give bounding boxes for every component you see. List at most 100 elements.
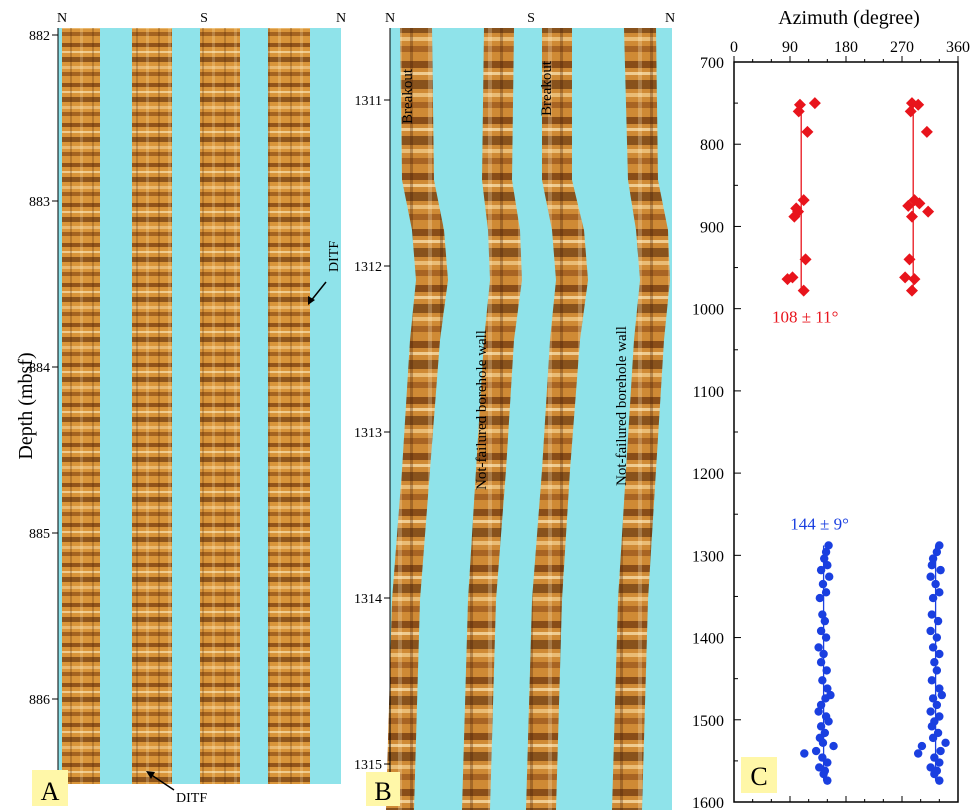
series-2-point-8 xyxy=(905,210,918,223)
panel-b-depth-tick-label-1313: 1313 xyxy=(354,426,382,441)
series-3-point-10 xyxy=(818,610,827,619)
series-3-point-11 xyxy=(820,616,830,626)
panel-a-depth-tick-label-882: 882 xyxy=(29,29,50,44)
series-1-point-3 xyxy=(792,105,805,118)
ditf-arrowhead-lower xyxy=(146,771,155,779)
series-2 xyxy=(899,97,935,297)
series-4-point-3 xyxy=(928,554,938,563)
series-3-point-8 xyxy=(821,588,831,597)
series-4-point-16 xyxy=(930,658,939,667)
series-4-point-20 xyxy=(937,690,947,700)
not-failured-label-2: Not-failured borehole wall xyxy=(614,326,630,486)
series-4-point-8 xyxy=(935,588,944,597)
panel-a-strip-3 xyxy=(200,28,240,784)
series-3-point-13 xyxy=(821,633,831,642)
series-4-point-30 xyxy=(917,741,927,751)
series-4-point-23 xyxy=(926,707,935,716)
series-3-point-6 xyxy=(825,572,834,581)
panel-a-depth-tick-label-886: 886 xyxy=(29,693,50,708)
breakout-label-1: Breakout xyxy=(400,68,416,124)
panel-c-letter-box xyxy=(741,757,777,793)
series-2-point-2 xyxy=(912,98,925,111)
series-3-point-15 xyxy=(819,649,828,659)
series-4-point-7 xyxy=(931,579,940,589)
series-1: 108 ± 11° xyxy=(772,97,838,327)
panel-b-letter: B xyxy=(374,777,391,806)
series-3-point-29 xyxy=(818,738,828,747)
data-series: 108 ± 11° 144 ± 9° xyxy=(772,97,950,785)
series-4 xyxy=(913,541,950,785)
panel-b-compass-s: S xyxy=(527,11,535,26)
series-3-point-7 xyxy=(818,579,828,589)
series-3-point-2 xyxy=(821,547,831,557)
panel-a-strip-1 xyxy=(62,28,100,784)
series-3-point-31 xyxy=(811,746,821,756)
ditf-arrow-lower xyxy=(149,773,175,791)
panel-c-letter: C xyxy=(750,762,767,791)
series-4-point-31 xyxy=(936,746,945,756)
y-tick-label-1300: 1300 xyxy=(692,548,724,565)
series-4-point-11 xyxy=(933,616,943,626)
series-3-point-17 xyxy=(822,666,831,675)
y-tick-label-1200: 1200 xyxy=(692,466,724,483)
series-3-point-9 xyxy=(815,593,825,603)
x-tick-label-0: 0 xyxy=(730,39,738,56)
series-3-point-14 xyxy=(814,643,823,652)
series-2-point-6 xyxy=(902,199,915,212)
series-4-point-6 xyxy=(926,572,935,581)
series-3-point-23 xyxy=(814,707,823,716)
series-4-point-12 xyxy=(926,626,935,636)
series-4-point-19 xyxy=(935,684,944,693)
series-3-point-4 xyxy=(823,561,832,570)
series-4-point-14 xyxy=(928,643,938,652)
y-tick-label-1500: 1500 xyxy=(692,713,724,730)
series-4-point-29 xyxy=(941,738,950,747)
series-3-point-5 xyxy=(816,565,826,575)
ditf-arrowhead-upper xyxy=(308,296,315,305)
series-3-point-1 xyxy=(824,541,833,550)
series-3-point-12 xyxy=(816,626,826,636)
panel-a-depth-tick-label-885: 885 xyxy=(29,527,50,542)
series-4-point-15 xyxy=(935,649,944,659)
series-4-point-26 xyxy=(927,722,937,731)
panel-b-strip-2 xyxy=(462,28,522,810)
panel-b-strip-4 xyxy=(612,28,670,810)
panel-b-strip-1 xyxy=(386,28,448,810)
panel-b-depth-tick-label-1312: 1312 xyxy=(354,260,382,275)
series-1-point-12 xyxy=(797,284,810,297)
y-tick-label-1000: 1000 xyxy=(692,302,724,319)
y-tick-label-1600: 1600 xyxy=(692,795,724,810)
panel-a-compass-n-left: N xyxy=(57,11,67,26)
series-3-point-26 xyxy=(816,722,826,731)
series-4-point-10 xyxy=(927,610,937,619)
series-3-point-30 xyxy=(829,741,838,751)
series-1-point-8 xyxy=(792,205,805,218)
panel-b-compass-n-left: N xyxy=(385,11,395,26)
series-4-point-38 xyxy=(935,776,944,785)
panel-b-depth-tick-label-1311: 1311 xyxy=(355,94,382,109)
series-4-point-34 xyxy=(935,758,944,767)
series-4-point-9 xyxy=(928,593,938,603)
series-3-point-32 xyxy=(800,749,809,758)
ditf-label-upper: DITF xyxy=(327,241,342,272)
series-3-point-37 xyxy=(819,769,828,779)
y-tick-label-1400: 1400 xyxy=(692,631,724,648)
series-4-point-4 xyxy=(927,561,937,570)
y-tick-label-800: 800 xyxy=(700,137,724,154)
series-2-point-9 xyxy=(922,205,935,218)
ditf-arrow-upper xyxy=(309,281,327,303)
x-tick-label-180: 180 xyxy=(834,39,858,56)
panel-a-compass-n-right: N xyxy=(336,11,346,26)
x-tick-label-360: 360 xyxy=(946,39,970,56)
series-4-point-1 xyxy=(935,541,944,550)
ditf-label-lower: DITF xyxy=(176,791,207,806)
y-tick-label-1100: 1100 xyxy=(693,384,724,401)
panel-b-letter-box xyxy=(366,772,400,806)
panel-a-y-axis-label: Depth (mbsf) xyxy=(15,352,37,459)
series-4-point-35 xyxy=(926,763,935,772)
panel-b-borehole-image: 1311 1312 1313 1314 1315 N S N Breakout Brea… xyxy=(354,11,675,810)
series-3-point-3 xyxy=(820,554,829,563)
series-1-point-2 xyxy=(808,97,821,110)
